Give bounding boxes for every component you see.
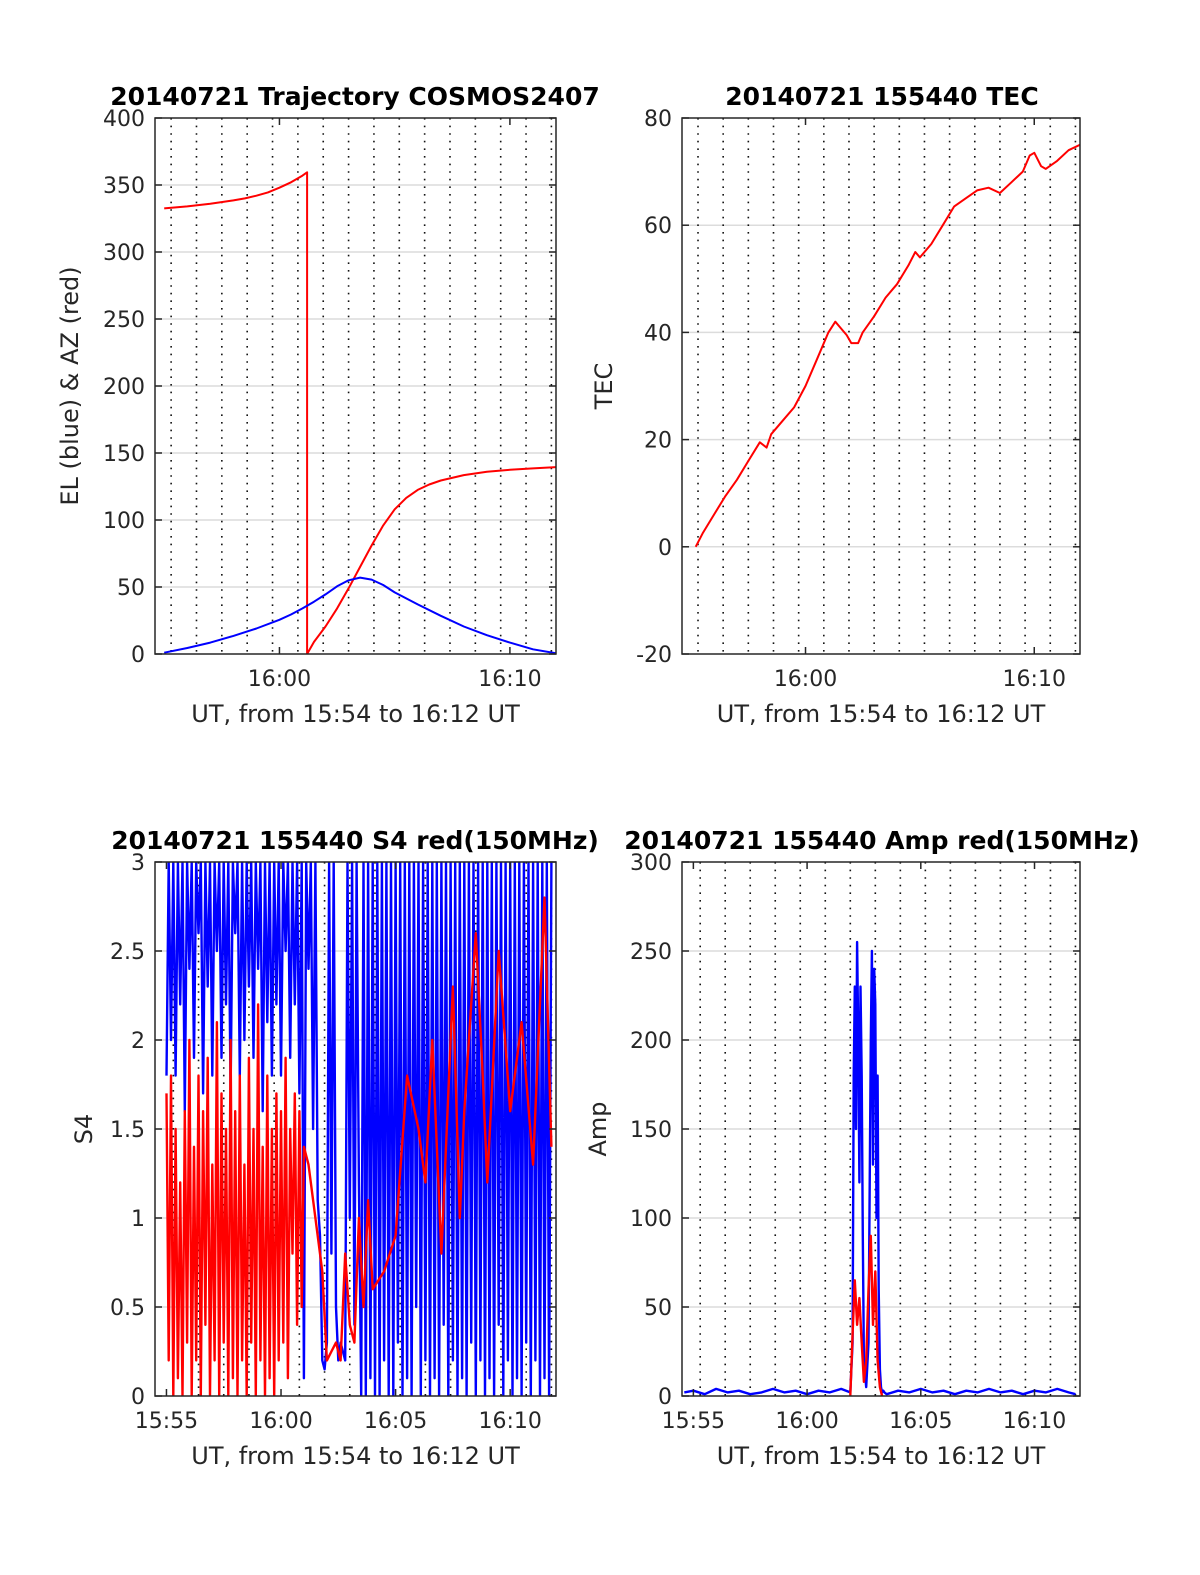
amp-xtick-label-3: 16:10 [1003,1409,1066,1434]
amp-xtick-label-1: 16:00 [775,1409,838,1434]
amp-ytick-label-3: 150 [630,1118,672,1143]
s4-ticks: 0 0.5 1 1.5 2 2.5 3 15:55 16:00 16:05 16:10 [110,851,556,1434]
s4-ylabel: S4 [70,1114,98,1145]
trajectory-ytick-label-7: 350 [103,174,145,199]
tec-ytick-label-4: 60 [644,214,672,239]
amp-ytick-label-0: 0 [658,1385,672,1410]
amp-ylabel: Amp [584,1101,612,1156]
s4-xtick-label-1: 16:00 [249,1409,312,1434]
trajectory-ytick-label-5: 250 [103,308,145,333]
trajectory-ytick-label-6: 300 [103,241,145,266]
tec-grid [682,118,1080,654]
tec-ytick-label-3: 40 [644,321,672,346]
amp-series [684,940,1076,1396]
amp-ytick-label-6: 300 [630,851,672,876]
s4-ytick-label-6: 3 [131,851,145,876]
tec-series-red-line [694,143,1080,548]
trajectory-xlabel: UT, from 15:54 to 16:12 UT [191,700,520,728]
trajectory-title: 20140721 Trajectory COSMOS2407 [110,82,600,111]
trajectory-xtick-label-0: 16:00 [248,667,311,692]
s4-xtick-label-2: 16:05 [364,1409,427,1434]
s4-ytick-label-4: 2 [131,1029,145,1054]
trajectory-panel: 0 50 100 150 200 250 300 350 400 16:00 16:10 20140… [56,82,600,728]
tec-series [694,143,1080,548]
amp-ticks: 0 50 100 150 200 250 300 15:55 16:00 16:05 16:10 [630,851,1080,1434]
tec-xlabel: UT, from 15:54 to 16:12 UT [717,700,1046,728]
tec-axes-frame [681,117,1081,655]
amp-panel: 0 50 100 150 200 250 300 15:55 16:00 16:05 16:10 2… [584,826,1140,1470]
tec-title: 20140721 155440 TEC [725,82,1038,111]
trajectory-xtick-label-1: 16:10 [478,667,541,692]
s4-panel: 0 0.5 1 1.5 2 2.5 3 15:55 16:00 16:05 16:10 201407… [70,826,599,1470]
trajectory-ytick-label-8: 400 [103,107,145,132]
amp-series-red-line [849,1234,884,1396]
tec-ticks: -20 0 20 40 60 80 16:00 16:10 [636,107,1080,692]
amp-series-blue-line [684,940,1076,1396]
tec-ytick-label-0: -20 [636,643,672,668]
trajectory-ytick-label-2: 100 [103,509,145,534]
amp-xtick-label-0: 15:55 [662,1409,725,1434]
tec-ylabel: TEC [590,363,618,411]
s4-ytick-label-1: 0.5 [110,1296,145,1321]
s4-xtick-label-0: 15:55 [135,1409,198,1434]
s4-ytick-label-2: 1 [131,1207,145,1232]
tec-xtick-label-1: 16:10 [1003,667,1066,692]
trajectory-ticks: 0 50 100 150 200 250 300 350 400 16:00 16:10 [103,107,556,692]
amp-title: 20140721 155440 Amp red(150MHz) [624,826,1140,855]
amp-xlabel: UT, from 15:54 to 16:12 UT [717,1442,1046,1470]
trajectory-series-red-line [164,171,556,654]
trajectory-ytick-label-4: 200 [103,375,145,400]
s4-ytick-label-5: 2.5 [110,940,145,965]
amp-ytick-label-2: 100 [630,1207,672,1232]
s4-series-red-line [165,896,553,1396]
tec-ytick-label-2: 20 [644,429,672,454]
s4-series [165,862,553,1396]
tec-ytick-label-5: 80 [644,107,672,132]
amp-xtick-label-2: 16:05 [889,1409,952,1434]
trajectory-ytick-label-3: 150 [103,442,145,467]
trajectory-ytick-label-0: 0 [131,643,145,668]
s4-ytick-label-0: 0 [131,1385,145,1410]
s4-xlabel: UT, from 15:54 to 16:12 UT [191,1442,520,1470]
trajectory-series-blue-line [164,576,556,654]
s4-xtick-label-3: 16:10 [478,1409,541,1434]
s4-title: 20140721 155440 S4 red(150MHz) [111,826,599,855]
amp-ytick-label-4: 200 [630,1029,672,1054]
trajectory-ytick-label-1: 50 [117,576,145,601]
trajectory-series [164,171,556,654]
s4-ytick-label-3: 1.5 [110,1118,145,1143]
amp-ytick-label-1: 50 [644,1296,672,1321]
tec-ytick-label-1: 0 [658,536,672,561]
trajectory-ylabel: EL (blue) & AZ (red) [56,266,84,505]
tec-panel: -20 0 20 40 60 80 16:00 16:10 20140721 155440 T… [590,82,1081,728]
tec-xtick-label-0: 16:00 [774,667,837,692]
amp-ytick-label-5: 250 [630,940,672,965]
trajectory-grid [155,118,556,654]
